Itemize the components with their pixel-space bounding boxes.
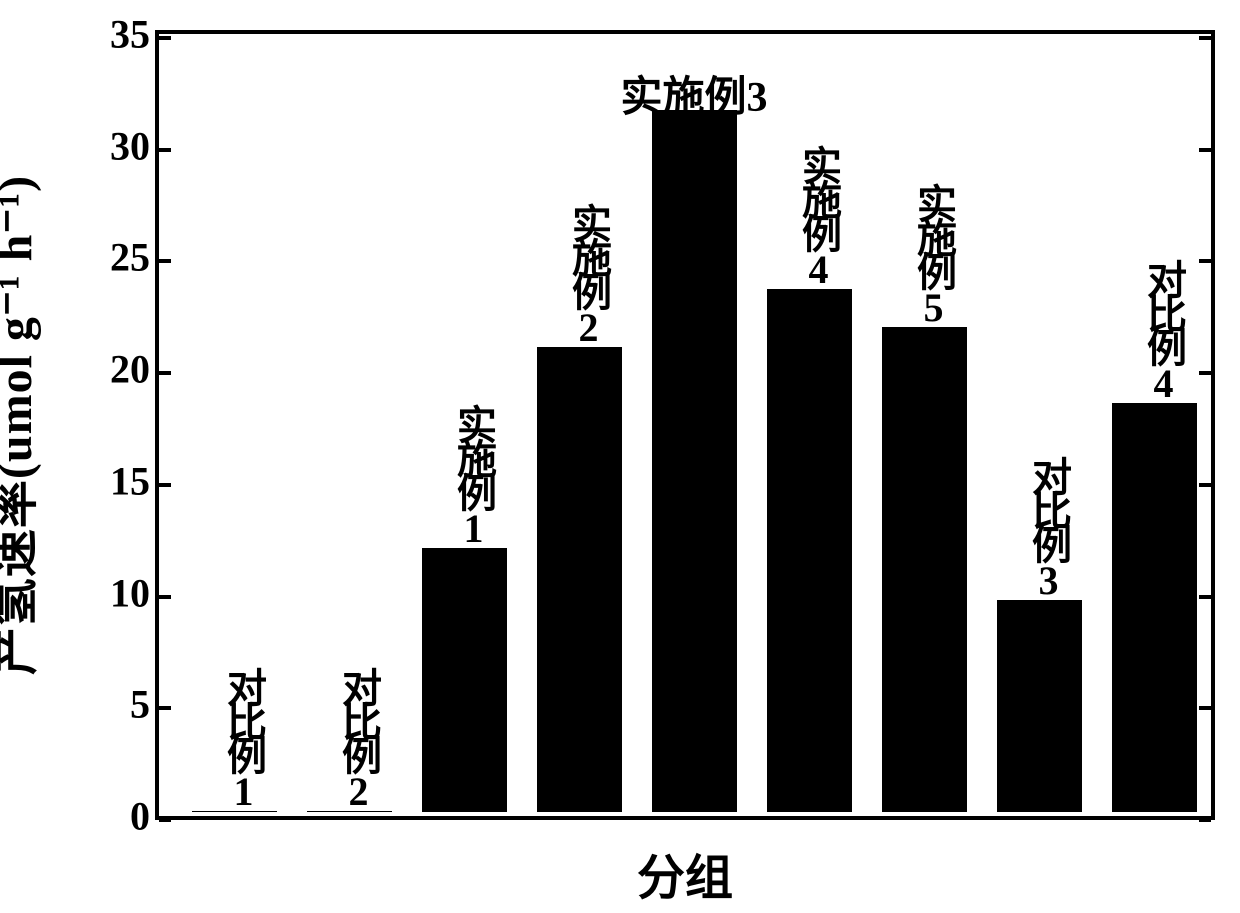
y-tick-label: 0 — [70, 793, 150, 840]
y-tick — [159, 595, 171, 599]
bar-label: 对比例3 — [1019, 456, 1077, 597]
y-tick — [159, 706, 171, 710]
y-tick-right — [1199, 706, 1211, 710]
y-tick-label: 30 — [70, 122, 150, 169]
y-tick-label: 5 — [70, 681, 150, 728]
x-axis-label: 分组 — [637, 838, 733, 908]
y-tick — [159, 259, 171, 263]
y-tick-right — [1199, 371, 1211, 375]
bar-label: 实施例1 — [444, 404, 502, 545]
y-axis-label: 产氢速率(umol g⁻¹ h⁻¹) — [0, 175, 45, 675]
bar — [1112, 403, 1197, 812]
y-tick — [159, 371, 171, 375]
bar — [767, 289, 852, 812]
y-tick — [159, 818, 171, 822]
y-tick-label: 20 — [70, 346, 150, 393]
bar — [997, 600, 1082, 812]
bar-label: 实施例5 — [904, 183, 962, 324]
bar — [422, 548, 507, 812]
y-tick — [159, 36, 171, 40]
bar-label: 对比例2 — [329, 667, 387, 808]
bar — [537, 347, 622, 812]
y-tick-label: 25 — [70, 234, 150, 281]
y-tick-right — [1199, 148, 1211, 152]
y-tick-label: 10 — [70, 569, 150, 616]
y-tick — [159, 483, 171, 487]
bar — [882, 327, 967, 812]
y-tick-right — [1199, 36, 1211, 40]
y-tick-right — [1199, 483, 1211, 487]
plot-area: 对比例1 对比例2 实施例1 实施例2 实施例3 实施例4 实施例5 对比例3 对比例4 — [155, 30, 1215, 820]
y-tick-right — [1199, 818, 1211, 822]
bar-label: 对比例4 — [1134, 259, 1192, 400]
chart-container: 对比例1 对比例2 实施例1 实施例2 实施例3 实施例4 实施例5 对比例3 对比例4 — [155, 30, 1215, 820]
bar — [192, 811, 277, 812]
bar-label: 对比例1 — [214, 667, 272, 808]
y-tick-right — [1199, 259, 1211, 263]
bar — [652, 110, 737, 812]
bar-label: 实施例4 — [789, 145, 847, 286]
bar — [307, 811, 392, 812]
y-tick-label: 15 — [70, 457, 150, 504]
y-tick-right — [1199, 595, 1211, 599]
bar-label: 实施例2 — [559, 203, 617, 344]
y-tick — [159, 148, 171, 152]
y-tick-label: 35 — [70, 11, 150, 58]
bar-label: 实施例3 — [620, 63, 767, 124]
